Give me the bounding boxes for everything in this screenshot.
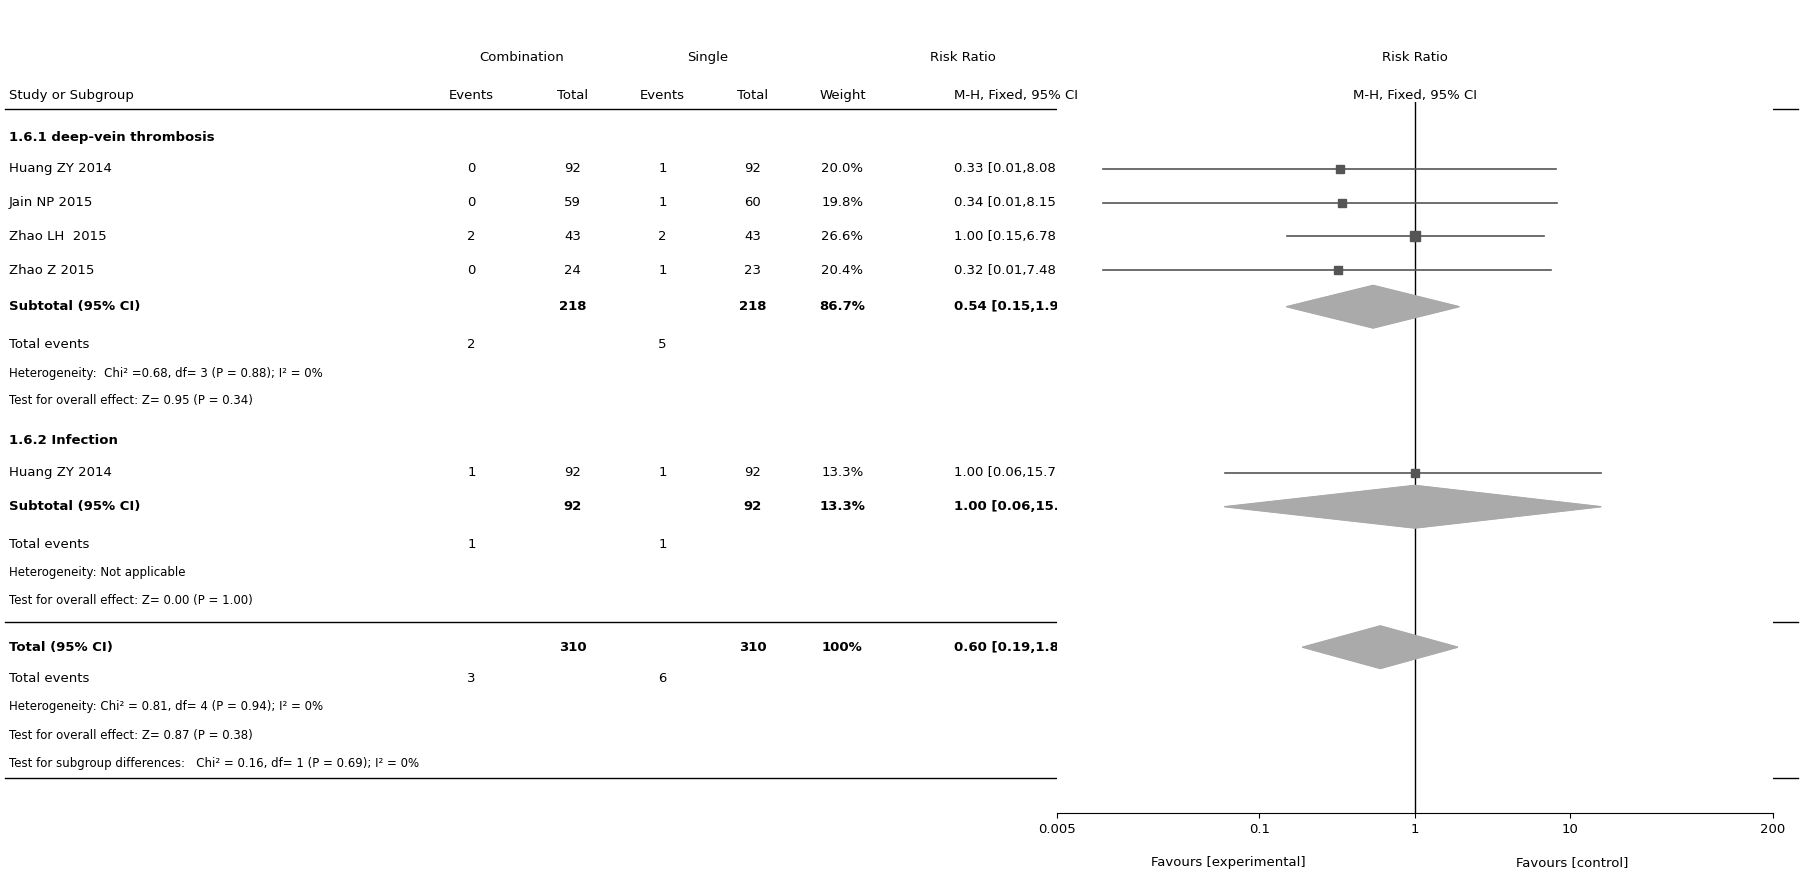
Text: 20.4%: 20.4% — [821, 264, 864, 276]
Text: 1.6.2 Infection: 1.6.2 Infection — [9, 434, 117, 446]
Text: Jain NP 2015: Jain NP 2015 — [9, 196, 94, 209]
Text: Total: Total — [556, 89, 589, 101]
Text: Heterogeneity: Not applicable: Heterogeneity: Not applicable — [9, 566, 185, 579]
Text: 1.00 [0.06,15.75]: 1.00 [0.06,15.75] — [954, 501, 1084, 513]
Text: Events: Events — [641, 89, 684, 101]
Text: 310: 310 — [558, 641, 587, 653]
Text: Weight: Weight — [819, 89, 866, 101]
Text: Study or Subgroup: Study or Subgroup — [9, 89, 133, 101]
Text: Total events: Total events — [9, 538, 90, 550]
Text: 1: 1 — [659, 163, 666, 175]
Text: Zhao Z 2015: Zhao Z 2015 — [9, 264, 94, 276]
Polygon shape — [1303, 626, 1458, 669]
Text: Total (95% CI): Total (95% CI) — [9, 641, 113, 653]
Text: 1: 1 — [659, 264, 666, 276]
Text: Risk Ratio: Risk Ratio — [1382, 52, 1447, 64]
Text: M-H, Fixed, 95% CI: M-H, Fixed, 95% CI — [1354, 89, 1476, 101]
Text: 218: 218 — [558, 300, 587, 313]
Text: Test for subgroup differences:   Chi² = 0.16, df= 1 (P = 0.69); I² = 0%: Test for subgroup differences: Chi² = 0.… — [9, 757, 419, 770]
Text: 1.6.1 deep-vein thrombosis: 1.6.1 deep-vein thrombosis — [9, 132, 214, 144]
Text: 60: 60 — [743, 196, 761, 209]
Text: 92: 92 — [563, 467, 581, 479]
Text: Favours [control]: Favours [control] — [1516, 856, 1629, 869]
Text: Total events: Total events — [9, 672, 90, 685]
Text: 1: 1 — [468, 538, 475, 550]
Text: Subtotal (95% CI): Subtotal (95% CI) — [9, 300, 140, 313]
Text: Favours [experimental]: Favours [experimental] — [1152, 856, 1305, 869]
Text: 0: 0 — [468, 196, 475, 209]
Text: 92: 92 — [743, 163, 761, 175]
Text: 3: 3 — [468, 672, 475, 685]
Text: Total: Total — [736, 89, 769, 101]
Text: 13.3%: 13.3% — [821, 467, 864, 479]
Text: 0.34 [0.01,8.15]: 0.34 [0.01,8.15] — [954, 196, 1062, 209]
Text: 1.00 [0.15,6.78]: 1.00 [0.15,6.78] — [954, 230, 1062, 243]
Text: 2: 2 — [468, 339, 475, 351]
Text: 1.00 [0.06,15.75]: 1.00 [0.06,15.75] — [954, 467, 1069, 479]
Text: 1: 1 — [659, 467, 666, 479]
Text: 59: 59 — [563, 196, 581, 209]
Text: 23: 23 — [743, 264, 761, 276]
Text: 1: 1 — [659, 196, 666, 209]
Text: 92: 92 — [743, 501, 761, 513]
Text: Test for overall effect: Z= 0.87 (P = 0.38): Test for overall effect: Z= 0.87 (P = 0.… — [9, 729, 252, 741]
Text: 92: 92 — [743, 467, 761, 479]
Text: 86.7%: 86.7% — [819, 300, 866, 313]
Text: 100%: 100% — [823, 641, 862, 653]
Text: 5: 5 — [659, 339, 666, 351]
Text: Subtotal (95% CI): Subtotal (95% CI) — [9, 501, 140, 513]
Polygon shape — [1287, 285, 1460, 328]
Text: M-H, Fixed, 95% CI: M-H, Fixed, 95% CI — [954, 89, 1078, 101]
Text: Heterogeneity:  Chi² =0.68, df= 3 (P = 0.88); I² = 0%: Heterogeneity: Chi² =0.68, df= 3 (P = 0.… — [9, 367, 322, 380]
Text: 0: 0 — [468, 264, 475, 276]
Text: 1: 1 — [659, 538, 666, 550]
Polygon shape — [1224, 485, 1602, 528]
Text: 24: 24 — [563, 264, 581, 276]
Text: 0.33 [0.01,8.08]: 0.33 [0.01,8.08] — [954, 163, 1060, 175]
Text: Combination: Combination — [479, 52, 565, 64]
Text: 43: 43 — [743, 230, 761, 243]
Text: 0.54 [0.15,1.93]: 0.54 [0.15,1.93] — [954, 300, 1075, 313]
Text: Zhao LH  2015: Zhao LH 2015 — [9, 230, 106, 243]
Text: 92: 92 — [563, 163, 581, 175]
Text: Test for overall effect: Z= 0.00 (P = 1.00): Test for overall effect: Z= 0.00 (P = 1.… — [9, 595, 252, 607]
Text: 92: 92 — [563, 501, 581, 513]
Text: 0.32 [0.01,7.48]: 0.32 [0.01,7.48] — [954, 264, 1062, 276]
Text: 20.0%: 20.0% — [821, 163, 864, 175]
Text: 6: 6 — [659, 672, 666, 685]
Text: 13.3%: 13.3% — [819, 501, 866, 513]
Text: 43: 43 — [563, 230, 581, 243]
Text: 310: 310 — [738, 641, 767, 653]
Text: Huang ZY 2014: Huang ZY 2014 — [9, 163, 112, 175]
Text: Risk Ratio: Risk Ratio — [931, 52, 995, 64]
Text: 218: 218 — [738, 300, 767, 313]
Text: 2: 2 — [659, 230, 666, 243]
Text: 19.8%: 19.8% — [821, 196, 864, 209]
Text: 26.6%: 26.6% — [821, 230, 864, 243]
Text: Events: Events — [450, 89, 493, 101]
Text: 0.60 [0.19,1.89]: 0.60 [0.19,1.89] — [954, 641, 1075, 653]
Text: Single: Single — [688, 52, 727, 64]
Text: 1: 1 — [468, 467, 475, 479]
Text: Heterogeneity: Chi² = 0.81, df= 4 (P = 0.94); I² = 0%: Heterogeneity: Chi² = 0.81, df= 4 (P = 0… — [9, 701, 324, 713]
Text: Huang ZY 2014: Huang ZY 2014 — [9, 467, 112, 479]
Text: Test for overall effect: Z= 0.95 (P = 0.34): Test for overall effect: Z= 0.95 (P = 0.… — [9, 394, 252, 406]
Text: 0: 0 — [468, 163, 475, 175]
Text: 2: 2 — [468, 230, 475, 243]
Text: Total events: Total events — [9, 339, 90, 351]
